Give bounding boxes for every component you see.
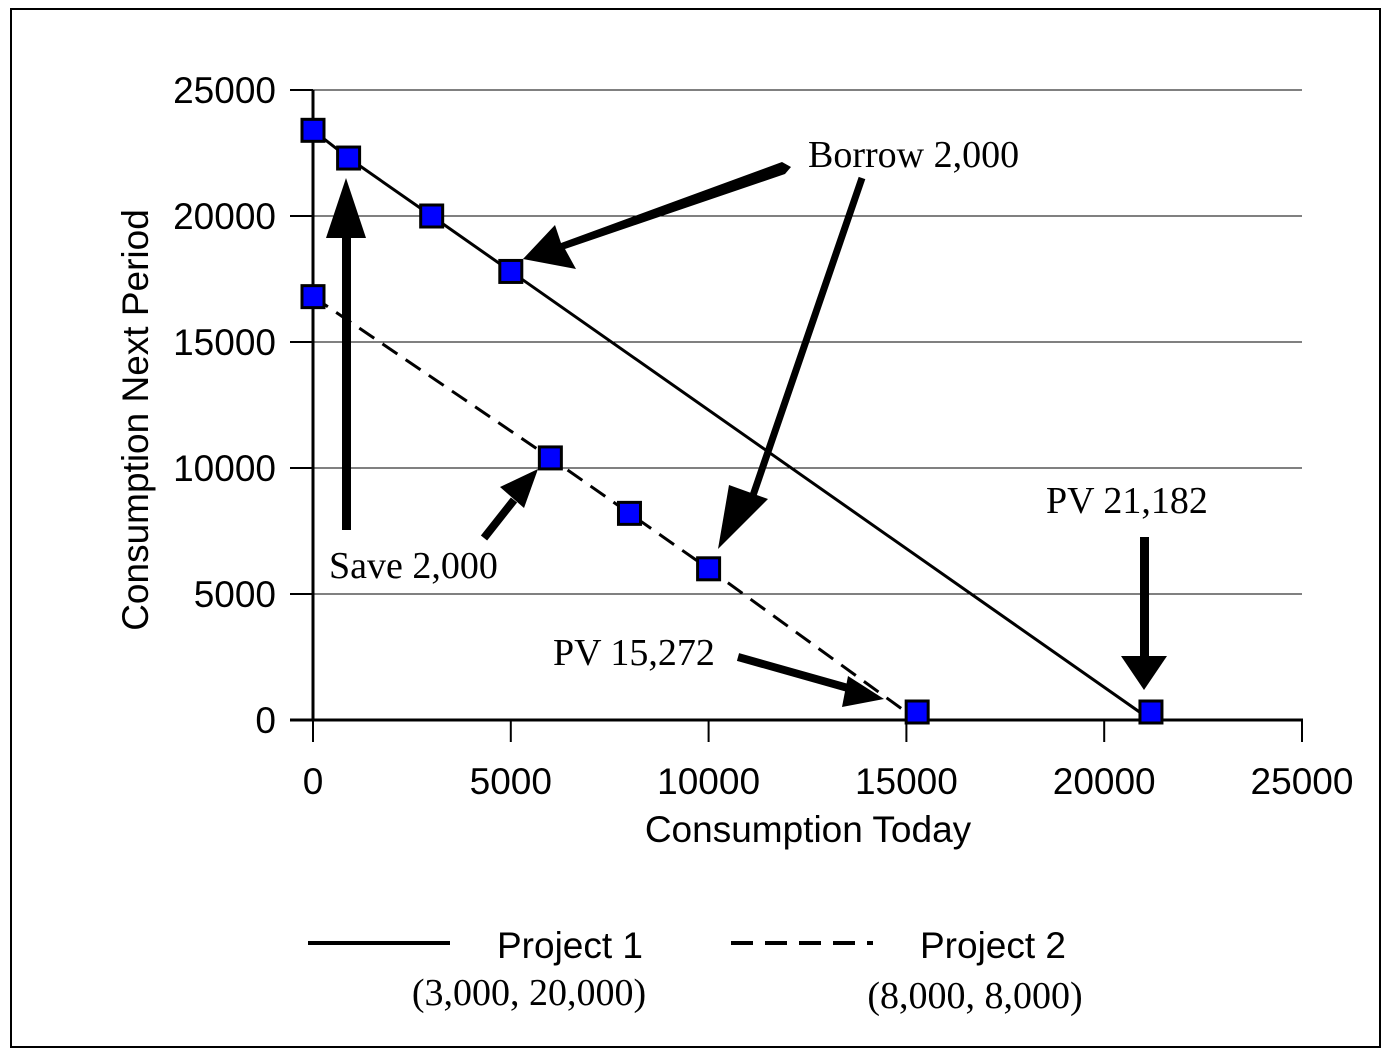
- x-tick-label-0: 0: [303, 761, 324, 802]
- pv1-arrow-shaft: [1140, 537, 1149, 662]
- y-tick-label-3: 15000: [173, 322, 276, 363]
- annotation-arrows: [326, 162, 1167, 707]
- series-2-point-3: [696, 556, 722, 582]
- borrow-arrow-to-project2-head: [718, 485, 768, 549]
- x-tick-label-4: 20000: [1053, 761, 1156, 802]
- save-arrow-up-shaft: [342, 232, 351, 530]
- pv2-arrow-head: [842, 676, 884, 707]
- series-2-point-1: [537, 445, 563, 471]
- x-tick-label-2: 10000: [657, 761, 760, 802]
- x-tick-label-3: 15000: [855, 761, 958, 802]
- series-2-point-2: [616, 500, 642, 526]
- legend-sub-project-1: (3,000, 20,000): [412, 972, 646, 1014]
- save-arrow-up-head: [326, 178, 366, 238]
- series-1-point-4: [1138, 699, 1164, 725]
- series-2-point-4: [904, 699, 930, 725]
- series-2-point-0: [300, 284, 326, 310]
- series-1-point-0: [300, 117, 326, 143]
- y-tick-label-2: 10000: [173, 448, 276, 489]
- x-tick-label-5: 25000: [1251, 761, 1354, 802]
- pv1-arrow-head: [1121, 656, 1167, 690]
- y-axis-label: Consumption Next Period: [115, 209, 156, 631]
- chart-frame: [10, 8, 1381, 1048]
- x-axis-label: Consumption Today: [645, 809, 972, 850]
- annotation-pv-15272: PV 15,272: [553, 632, 715, 674]
- series-line-2: [312, 295, 919, 722]
- y-tick-label-1: 5000: [194, 574, 276, 615]
- pv2-arrow-shaft: [736, 653, 857, 694]
- save-arrow-to-project2-head: [500, 469, 538, 508]
- y-tick-label-0: 0: [255, 700, 276, 741]
- y-tick-label-5: 25000: [173, 70, 276, 111]
- series-1-point-1: [336, 145, 362, 171]
- legend-label-project-1: Project 1: [497, 925, 643, 966]
- series-1-point-3: [498, 258, 524, 284]
- x-tick-label-1: 5000: [470, 761, 552, 802]
- legend-label-project-2: Project 2: [920, 925, 1066, 966]
- legend-sub-project-2: (8,000, 8,000): [867, 975, 1082, 1017]
- series-1-point-2: [419, 203, 445, 229]
- y-tick-label-4: 20000: [173, 196, 276, 237]
- annotation-borrow: Borrow 2,000: [808, 134, 1019, 176]
- annotation-pv-21182: PV 21,182: [1046, 480, 1208, 522]
- annotation-save: Save 2,000: [329, 545, 498, 587]
- borrow-arrow-to-project2-shaft: [744, 176, 866, 512]
- save-arrow-to-project2-shaft: [480, 497, 518, 541]
- legend: Project 1 (3,000, 20,000) Project 2 (8,0…: [308, 925, 1083, 1017]
- borrow-arrow-to-project1: [523, 162, 791, 269]
